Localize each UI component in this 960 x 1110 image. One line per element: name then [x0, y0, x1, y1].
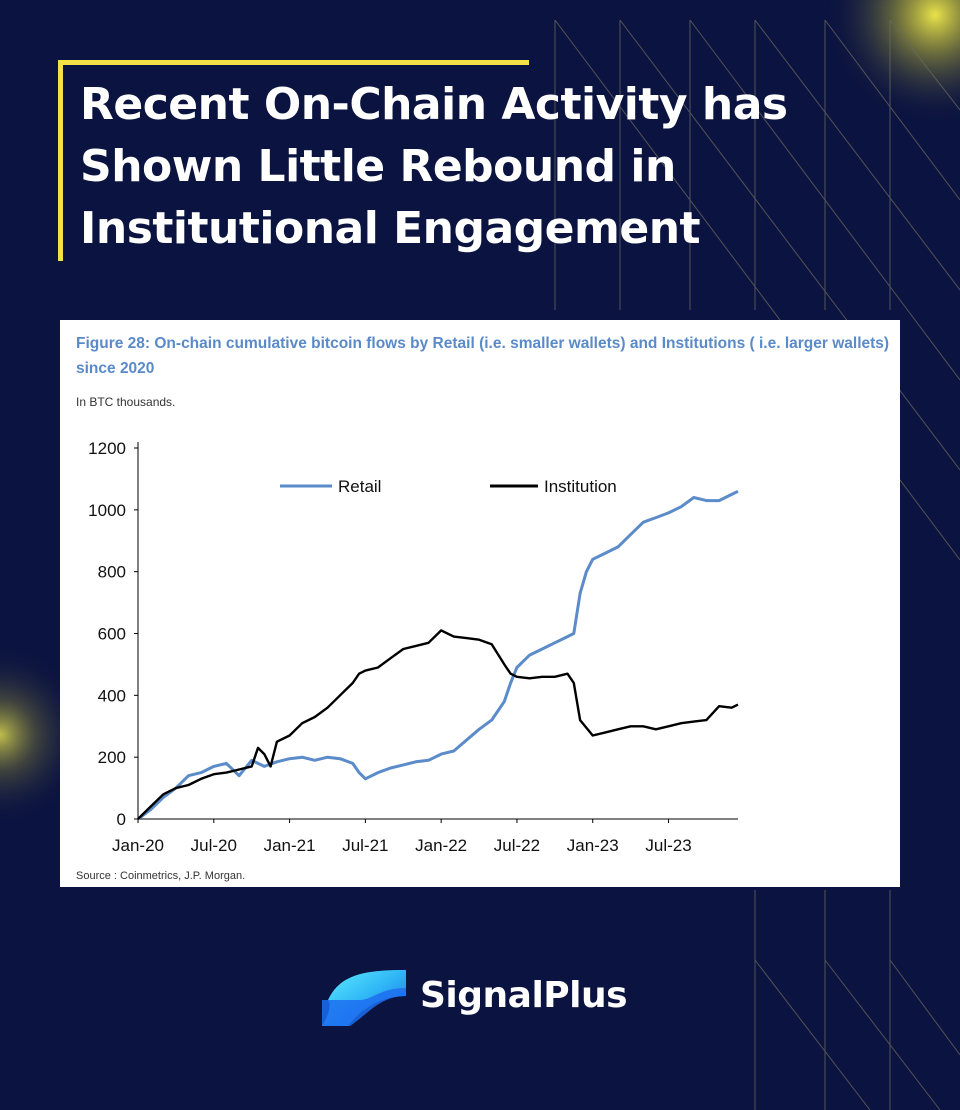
headline-line-2: Shown Little Rebound in: [80, 141, 676, 192]
y-tick-label: 0: [117, 810, 126, 829]
headline-line-1: Recent On-Chain Activity has: [80, 79, 788, 130]
figure-title: Figure 28: On-chain cumulative bitcoin f…: [76, 335, 890, 377]
chart: 0 200 400 600 800 1000 1200 Jan-20 Jul-20 Jan-21 J…: [88, 439, 739, 855]
x-tick-label: Jul-23: [645, 836, 691, 855]
series-line-institution: [137, 629, 739, 820]
headline-accent-frame: [58, 60, 529, 261]
y-tick-label: 800: [98, 563, 126, 582]
x-tick-label: Jul-21: [342, 836, 388, 855]
y-tick-label: 1200: [88, 439, 126, 458]
figure-source: Source : Coinmetrics, J.P. Morgan.: [76, 870, 246, 882]
y-tick-label: 1000: [88, 501, 126, 520]
x-tick-label: Jan-22: [415, 836, 467, 855]
x-tick-label: Jan-21: [264, 836, 316, 855]
y-tick-label: 400: [98, 686, 126, 705]
figure-units: In BTC thousands.: [76, 395, 176, 409]
x-tick-label: Jul-20: [191, 836, 237, 855]
diagonal-lines: [554, 19, 960, 1110]
x-tick-label: Jul-22: [494, 836, 540, 855]
figure-card: Figure 28: On-chain cumulative bitcoin f…: [60, 320, 900, 887]
legend-label-institution: Institution: [544, 477, 617, 496]
headline: Recent On-Chain Activity has Shown Littl…: [80, 74, 800, 260]
top-right-glow: [825, 0, 960, 125]
brand-name: SignalPlus: [420, 975, 628, 1016]
x-tick-label: Jan-20: [112, 836, 164, 855]
y-tick-label: 600: [98, 625, 126, 644]
legend-label-retail: Retail: [338, 477, 381, 496]
headline-line-3: Institutional Engagement: [80, 203, 701, 254]
series-line-retail: [137, 489, 739, 821]
signalplus-logo-icon: [322, 970, 406, 1026]
brand: SignalPlus: [320, 966, 650, 1032]
x-tick-label: Jan-23: [567, 836, 619, 855]
y-tick-label: 200: [98, 748, 126, 767]
